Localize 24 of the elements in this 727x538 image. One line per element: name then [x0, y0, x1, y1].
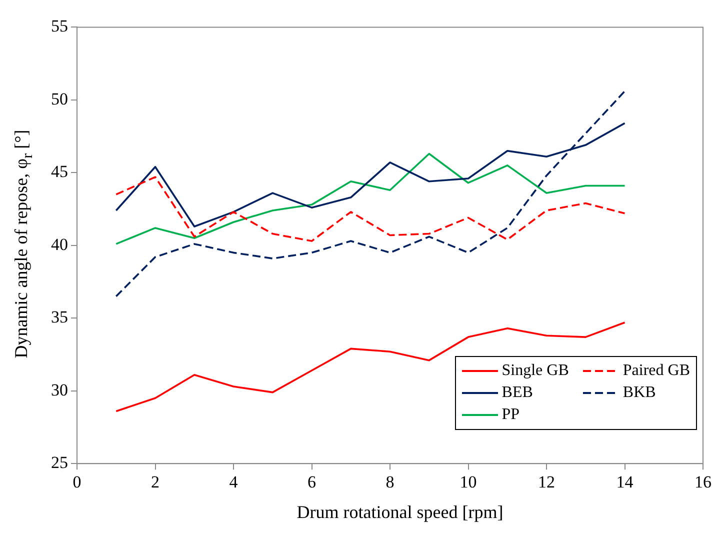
x-tick-label: 8 — [386, 472, 394, 492]
x-tick-label: 4 — [229, 472, 238, 492]
x-tick-label: 6 — [308, 472, 316, 492]
y-tick-label: 35 — [51, 308, 68, 327]
y-tick-label: 40 — [51, 234, 68, 254]
y-tick-label: 50 — [51, 89, 68, 108]
legend-label: Single GB — [502, 361, 569, 381]
y-tick-label: 30 — [51, 380, 68, 400]
y-tick-label: 25 — [51, 453, 68, 472]
y-tick-label: 55 — [51, 16, 68, 36]
x-tick-label: 14 — [616, 472, 634, 492]
x-tick-label: 16 — [694, 472, 712, 492]
line-series — [115, 176, 626, 242]
x-tick-label: 0 — [72, 472, 82, 492]
y-tick-label: 45 — [51, 162, 68, 182]
legend-label: BEB — [502, 383, 533, 403]
line-series — [115, 90, 626, 298]
x-tick-label: 10 — [460, 472, 477, 492]
x-tick-label: 12 — [538, 472, 555, 492]
x-axis-title: Drum rotational speed [rpm] — [296, 502, 504, 523]
legend-label: Paired GB — [622, 361, 690, 381]
legend-label: BKB — [622, 383, 656, 403]
x-tick-label: 2 — [151, 472, 160, 492]
legend-label: PP — [502, 405, 520, 425]
